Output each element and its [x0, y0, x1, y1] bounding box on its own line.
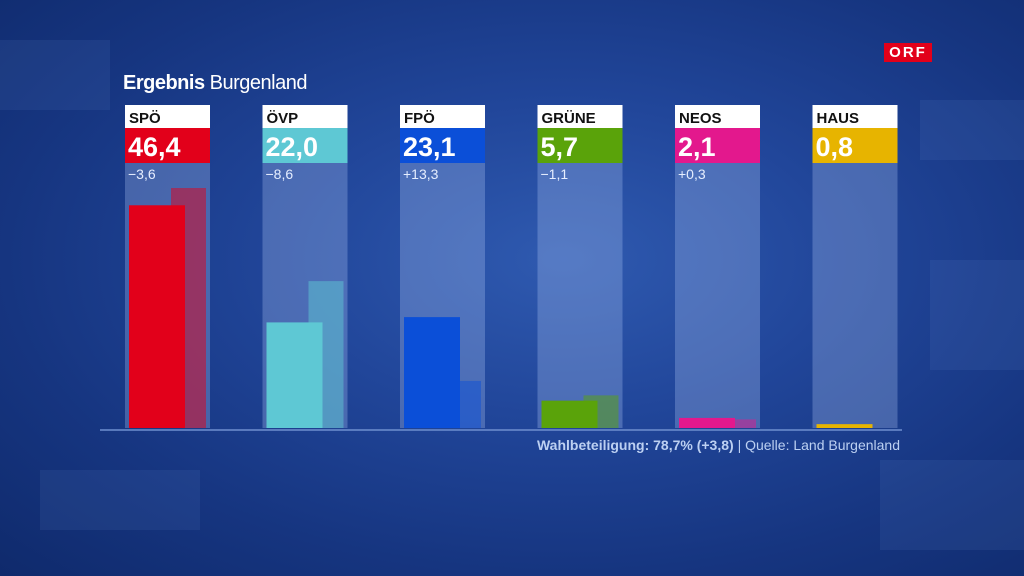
- value-box: [125, 128, 210, 163]
- value-label: 5,7: [541, 132, 579, 162]
- footer-separator: |: [737, 437, 742, 453]
- bar-spö: [129, 205, 185, 428]
- bar-övp: [266, 322, 323, 428]
- party-label: ÖVP: [267, 110, 299, 127]
- source-label: Quelle: Land Burgenland: [745, 437, 900, 453]
- background-block: [920, 100, 1024, 160]
- value-label: 2,1: [678, 132, 716, 162]
- column-panel: [812, 163, 898, 428]
- background-block: [930, 260, 1024, 370]
- party-label: HAUS: [817, 110, 860, 127]
- turnout-label: Wahlbeteiligung: 78,7% (+3,8): [536, 437, 734, 453]
- change-label: +0,3: [678, 166, 706, 182]
- background-block: [40, 470, 200, 530]
- value-box: [262, 128, 348, 163]
- party-header: [400, 105, 485, 128]
- party-header: [812, 105, 898, 128]
- column-panel: [675, 163, 760, 428]
- chart-title: Ergebnis Burgenland: [123, 72, 307, 95]
- chart-title-strong: Ergebnis: [123, 72, 205, 94]
- party-header: [125, 105, 210, 128]
- bar-grüne: [541, 400, 598, 428]
- change-label: −3,6: [128, 166, 156, 182]
- value-label: 0,8: [816, 132, 854, 162]
- party-header: [537, 105, 623, 128]
- value-label: 23,1: [403, 132, 456, 162]
- party-header: [675, 105, 760, 128]
- change-label: +13,3: [403, 166, 439, 182]
- change-label: −1,1: [541, 166, 569, 182]
- chart-footer: Wahlbeteiligung: 78,7% (+3,8) | Quelle: …: [0, 437, 900, 453]
- bar-fpö: [404, 317, 460, 428]
- value-box: [400, 128, 485, 163]
- background-block: [880, 460, 1024, 550]
- chart-title-region: Burgenland: [209, 72, 308, 94]
- bar-haus: [816, 424, 873, 428]
- value-box: [812, 128, 898, 163]
- party-header: [262, 105, 348, 128]
- party-label: FPÖ: [404, 110, 435, 127]
- orf-logo: ORF: [884, 43, 932, 62]
- party-label: GRÜNE: [542, 110, 596, 127]
- background-block: [0, 40, 110, 110]
- change-label: −8,6: [266, 166, 294, 182]
- party-label: NEOS: [679, 110, 722, 127]
- bar-previous-neos: [721, 419, 756, 428]
- party-label: SPÖ: [129, 110, 161, 127]
- value-box: [675, 128, 760, 163]
- value-label: 46,4: [128, 132, 181, 162]
- value-box: [537, 128, 623, 163]
- column-panel: [537, 163, 623, 428]
- bar-neos: [679, 417, 735, 428]
- value-label: 22,0: [266, 132, 319, 162]
